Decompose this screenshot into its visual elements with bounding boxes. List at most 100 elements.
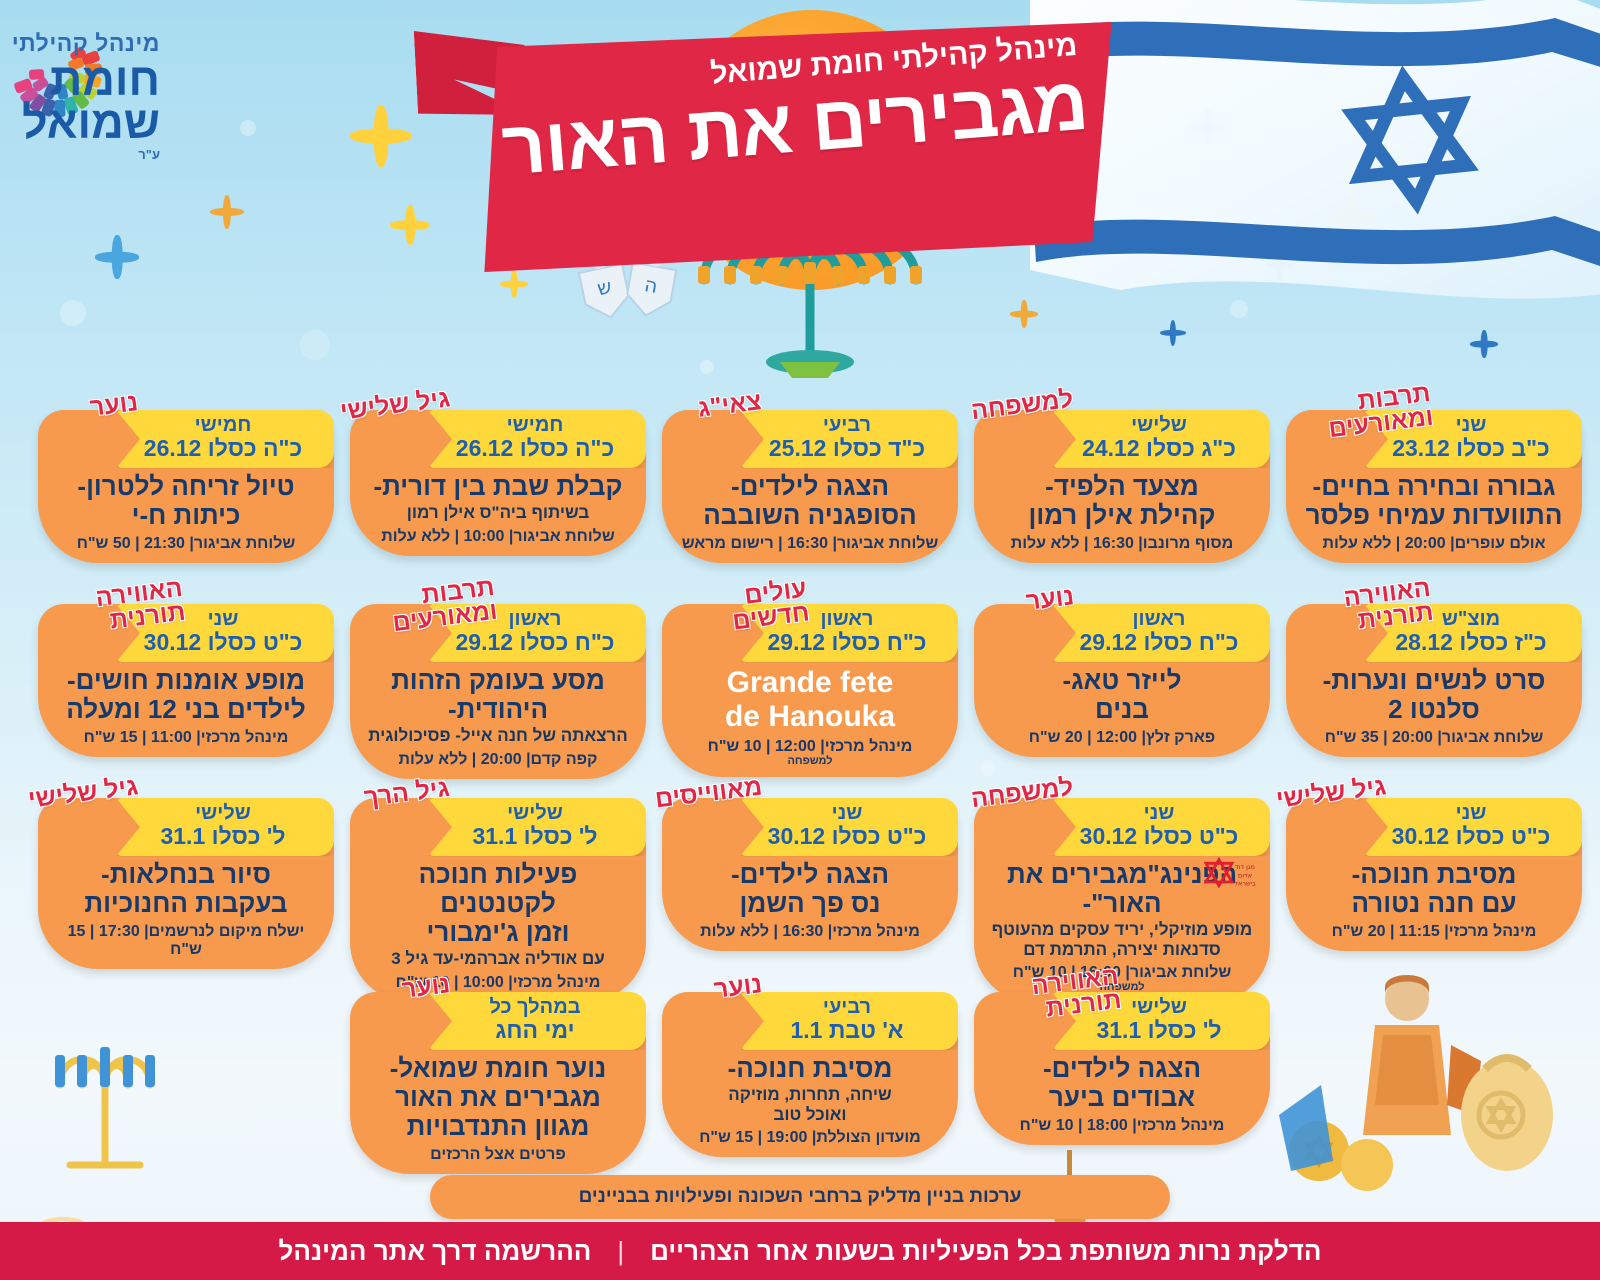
- event-card[interactable]: נוער ראשון כ"ח כסלו 29.12 לייזר טאג- בנים פאר…: [966, 582, 1278, 776]
- event-card-body[interactable]: שלישי ל' כסלו 31.1 סיור בנחלאות- בעקבות החנ…: [38, 798, 334, 970]
- event-card-inner[interactable]: האווירה תורנית שלישי ל' כסלו 31.1 הצגה לילדי…: [974, 962, 1270, 1146]
- event-card-inner[interactable]: נוער במהלך כל ימי החג נוער חומת שמואל- מגביר…: [350, 970, 646, 1175]
- event-card-body[interactable]: שני כ"ט כסלו 30.12 הצגה לילדים- נס פך השמן מ…: [662, 798, 958, 952]
- event-tag: נוער: [400, 970, 451, 1004]
- event-card-inner[interactable]: למשפחה שני כ"ט כסלו 30.12 מגן דוד אדום בישראל…: [970, 773, 1270, 1004]
- event-title-line: מסיבת חנוכה-: [727, 1053, 893, 1083]
- event-card-inner[interactable]: נוער רביעי א' טבת 1.1 מסיבת חנוכה- שיחה, תחר…: [662, 970, 958, 1158]
- event-card[interactable]: האווירה תורנית שלישי ל' כסלו 31.1 הצגה לילדי…: [966, 962, 1278, 1164]
- event-title-line: הצגה לילדים-: [1042, 1053, 1202, 1083]
- event-card-body[interactable]: רביעי כ"ד כסלו 25.12 הצגה לילדים- הסופגניה …: [662, 410, 958, 564]
- event-card[interactable]: למשפחה שלישי כ"ג כסלו 24.12 מצעד הלפיד- קהיל…: [966, 385, 1278, 582]
- event-details: שלוחת אביגור| 10:00 | ללא עלות: [381, 527, 615, 545]
- sparkle-icon: [1190, 110, 1226, 146]
- event-title-line: פעילות חנוכה לקטנטנים: [418, 859, 578, 919]
- event-date: כ"ה כסלו 26.12: [143, 435, 303, 461]
- event-card[interactable]: למשפחה שני כ"ט כסלו 30.12 מגן דוד אדום בישראל…: [966, 773, 1278, 1004]
- event-date-flag: ראשון כ"ח כסלו 29.12: [1052, 604, 1270, 663]
- event-card-inner[interactable]: תרבות ומאורעים ראשון כ"ח כסלו 29.12 מסע בעומ…: [350, 573, 646, 779]
- event-card[interactable]: נוער חמישי כ"ה כסלו 26.12 טיול זריחה ללטרון…: [30, 388, 342, 582]
- event-title-line: לייזר טאג-: [1062, 665, 1182, 695]
- event-tag-line: נוער: [88, 388, 140, 422]
- event-card-body[interactable]: שני כ"ט כסלו 30.12 מגן דוד אדום בישראל הפנינג…: [974, 798, 1270, 1004]
- event-card[interactable]: צאי"ג רביעי כ"ד כסלו 25.12 הצגה לילדים- הסופ…: [654, 387, 966, 582]
- event-details: פארק זלץ| 12:00 | 20 ש"ח: [1028, 729, 1216, 747]
- event-card[interactable]: האווירה תורנית מוצ"ש כ"ז כסלו 28.12 סרט לנשי…: [1278, 574, 1590, 776]
- event-card-inner[interactable]: צאי"ג רביעי כ"ד כסלו 25.12 הצגה לילדים- הסופ…: [662, 387, 958, 564]
- event-title: סיור בנחלאות- בעקבות החנוכיות: [54, 859, 318, 918]
- event-card-inner[interactable]: למשפחה שלישי כ"ג כסלו 24.12 מצעד הלפיד- קהיל…: [970, 385, 1270, 564]
- event-card-body[interactable]: שלישי כ"ג כסלו 24.12 מצעד הלפיד- קהילת אילן…: [974, 410, 1270, 564]
- event-date-flag: שני כ"ב כסלו 23.12: [1364, 410, 1582, 469]
- event-day-of-week: ראשון: [820, 608, 874, 630]
- event-title-line: נס פך השמן: [739, 888, 881, 919]
- event-card-body[interactable]: ראשון כ"ח כסלו 29.12 Grande fete de Hanouka…: [662, 604, 958, 778]
- event-card-inner[interactable]: מאווייסים שני כ"ט כסלו 30.12 הצגה לילדים- נס…: [653, 773, 958, 952]
- event-title-line: מגוון התנדבויות: [406, 1111, 590, 1142]
- event-details: מינהל מרכזי| 12:00 | 10 ש"ח למשפחה: [678, 738, 942, 767]
- event-card-body[interactable]: שלישי ל' כסלו 31.1 פעילות חנוכה לקטנטנים וז…: [350, 798, 646, 1002]
- event-title-line: מסיבת חנוכה-: [1351, 859, 1517, 889]
- event-title-line: אבודים ביער: [1048, 1082, 1196, 1113]
- event-card[interactable]: גיל שלישי שלישי ל' כסלו 31.1 סיור בנחלאות- ב…: [26, 772, 342, 970]
- event-title-line: טיול זריחה ללטרון-: [77, 471, 295, 501]
- event-card-body[interactable]: שלישי ל' כסלו 31.1 הצגה לילדים- אבודים ביער…: [974, 992, 1270, 1146]
- event-subtitle: עם אודליה אברהמי-עד גיל 3: [391, 949, 605, 969]
- logo-line-2: חומת שמואל: [21, 54, 160, 148]
- event-card-inner[interactable]: עולים חדשים ראשון כ"ח כסלו 29.12 Grande fete…: [662, 574, 958, 778]
- event-card[interactable]: מאווייסים שני כ"ט כסלו 30.12 הצגה לילדים- נס…: [653, 773, 966, 970]
- magen-david-adom-icon: מגן דוד אדום בישראל: [1203, 854, 1260, 896]
- event-card-body[interactable]: שני כ"ט כסלו 30.12 מופע אומנות חושים- לילדי…: [38, 604, 334, 758]
- event-card-body[interactable]: במהלך כל ימי החג נוער חומת שמואל- מגבירים א…: [350, 992, 646, 1175]
- event-card[interactable]: נוער במהלך כל ימי החג נוער חומת שמואל- מגביר…: [342, 970, 654, 1175]
- event-date: כ"ח כסלו 29.12: [767, 629, 927, 655]
- event-day-of-week: שני: [1143, 802, 1175, 824]
- footer-separator: |: [617, 1235, 625, 1266]
- event-card-body[interactable]: שני כ"ט כסלו 30.12 מסיבת חנוכה- עם חנה נטור…: [1286, 798, 1582, 952]
- event-card-inner[interactable]: גיל שלישי חמישי כ"ה כסלו 26.12 קבלת שבת בין…: [338, 384, 646, 556]
- event-card-inner[interactable]: נוער חמישי כ"ה כסלו 26.12 טיול זריחה ללטרון…: [38, 388, 334, 564]
- event-card[interactable]: עולים חדשים ראשון כ"ח כסלו 29.12 Grande fete…: [654, 574, 966, 778]
- event-date: כ"ב כסלו 23.12: [1392, 435, 1550, 461]
- event-title-line: עם חנה נטורה: [1351, 888, 1517, 919]
- event-card-body[interactable]: שני כ"ב כסלו 23.12 גבורה ובחירה בחיים- התוו…: [1286, 410, 1582, 564]
- event-card-inner[interactable]: תרבות ומאורעים שני כ"ב כסלו 23.12 גבורה ובחי…: [1286, 379, 1582, 564]
- event-date-flag: מוצ"ש כ"ז כסלו 28.12: [1364, 604, 1582, 663]
- event-card-body[interactable]: חמישי כ"ה כסלו 26.12 קבלת שבת בין דורית- בש…: [350, 410, 646, 556]
- event-card-body[interactable]: ראשון כ"ח כסלו 29.12 לייזר טאג- בנים פארק זל…: [974, 604, 1270, 758]
- event-title-line: סרט לנשים ונערות-: [1322, 665, 1546, 695]
- event-card[interactable]: תרבות ומאורעים שני כ"ב כסלו 23.12 גבורה ובחי…: [1278, 379, 1590, 582]
- event-date: ל' כסלו 31.1: [472, 823, 598, 849]
- event-details: פרטים אצל הרכזים: [430, 1146, 566, 1164]
- event-card-body[interactable]: מוצ"ש כ"ז כסלו 28.12 סרט לנשים ונערות- סלנט…: [1286, 604, 1582, 758]
- events-row: האווירה תורנית שני כ"ט כסלו 30.12 מופע אומנו…: [30, 573, 1590, 779]
- event-card[interactable]: גיל שלישי חמישי כ"ה כסלו 26.12 קבלת שבת בין…: [338, 384, 654, 582]
- event-card[interactable]: גיל הרך שלישי ל' כסלו 31.1 פעילות חנוכה לקט…: [342, 774, 654, 1002]
- event-note: למשפחה: [1099, 981, 1145, 994]
- svg-text:בישראל: בישראל: [1234, 880, 1256, 888]
- event-card[interactable]: נוער רביעי א' טבת 1.1 מסיבת חנוכה- שיחה, תחר…: [654, 970, 966, 1164]
- event-card-inner[interactable]: האווירה תורנית שני כ"ט כסלו 30.12 מופע אומנו…: [38, 574, 334, 758]
- sparkle-icon: [390, 205, 430, 245]
- event-card-body[interactable]: רביעי א' טבת 1.1 מסיבת חנוכה- שיחה, תחרות, …: [662, 992, 958, 1158]
- event-card[interactable]: האווירה תורנית שני כ"ט כסלו 30.12 מופע אומנו…: [30, 574, 342, 776]
- event-title-line: מסע בעומק הזהות היהודית-: [391, 665, 605, 725]
- event-day-of-week: רביעי: [822, 996, 872, 1018]
- event-card-inner[interactable]: גיל הרך שלישי ל' כסלו 31.1 פעילות חנוכה לקט…: [350, 774, 646, 1002]
- event-card[interactable]: גיל שלישי שני כ"ט כסלו 30.12 מסיבת חנוכה- עם…: [1274, 772, 1590, 970]
- event-date: כ"ג כסלו 24.12: [1082, 435, 1236, 461]
- event-card-inner[interactable]: גיל שלישי שני כ"ט כסלו 30.12 מסיבת חנוכה- עם…: [1274, 772, 1582, 952]
- event-card-inner[interactable]: נוער ראשון כ"ח כסלו 29.12 לייזר טאג- בנים פאר…: [974, 582, 1270, 758]
- event-date-flag: שלישי ל' כסלו 31.1: [1052, 992, 1270, 1051]
- event-card-body[interactable]: ראשון כ"ח כסלו 29.12 מסע בעומק הזהות היהוד…: [350, 604, 646, 779]
- event-date-flag: שני כ"ט כסלו 30.12: [1052, 798, 1270, 857]
- event-card-inner[interactable]: גיל שלישי שלישי ל' כסלו 31.1 סיור בנחלאות- ב…: [26, 772, 334, 970]
- event-title-line: סלנטו 2: [1388, 694, 1480, 725]
- event-card-body[interactable]: חמישי כ"ה כסלו 26.12 טיול זריחה ללטרון- כית…: [38, 410, 334, 564]
- event-card[interactable]: תרבות ומאורעים ראשון כ"ח כסלו 29.12 מסע בעומ…: [342, 573, 654, 779]
- headline-banner: מינהל קהילתי חומת שמואל מגבירים את האור: [478, 22, 1118, 272]
- event-tag: האווירה תורנית: [1342, 574, 1435, 635]
- event-card-inner[interactable]: האווירה תורנית מוצ"ש כ"ז כסלו 28.12 סרט לנשי…: [1286, 574, 1582, 758]
- event-title-line: נוער חומת שמואל-: [389, 1053, 607, 1083]
- logo-line-1: מינהל קהילתי: [11, 30, 160, 56]
